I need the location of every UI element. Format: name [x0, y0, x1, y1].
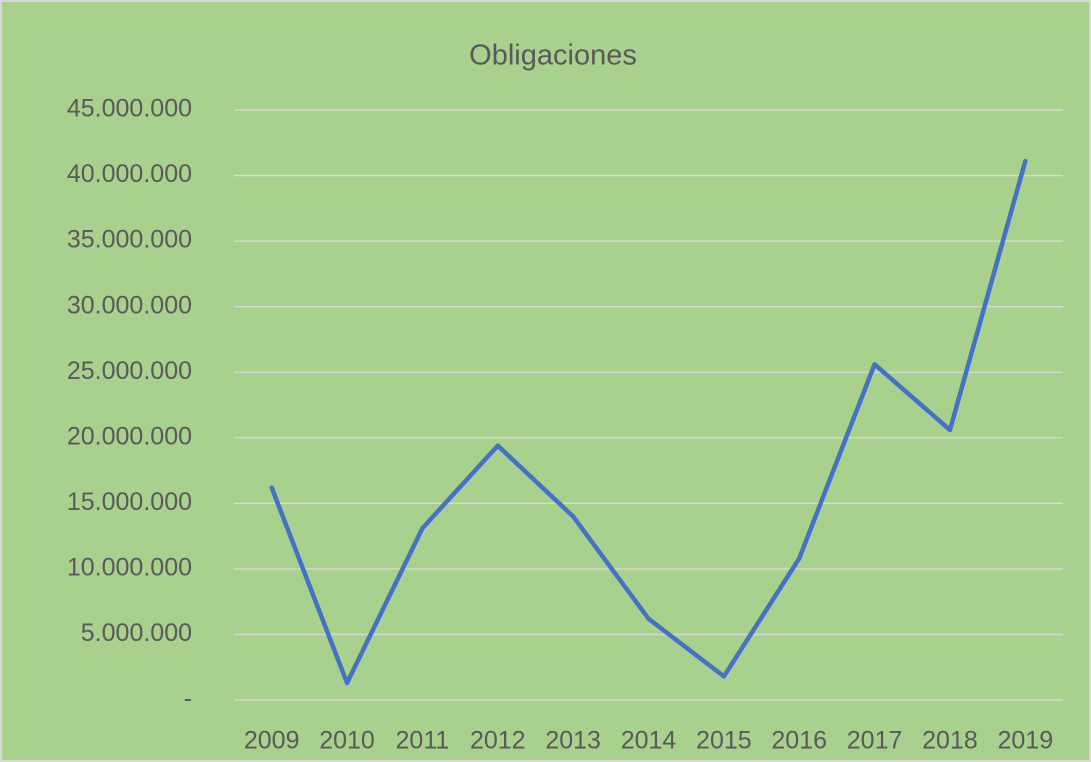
y-tick-label: 30.000.000: [67, 291, 192, 319]
x-tick-label: 2010: [319, 727, 375, 755]
y-tick-label: 45.000.000: [67, 95, 192, 123]
y-tick-label: 25.000.000: [67, 357, 192, 385]
x-tick-label: 2012: [470, 727, 526, 755]
y-tick-label: -: [184, 685, 192, 713]
x-tick-label: 2017: [847, 727, 903, 755]
y-tick-label: 20.000.000: [67, 422, 192, 450]
x-tick-label: 2009: [244, 727, 300, 755]
x-tick-label: 2019: [998, 727, 1054, 755]
x-tick-label: 2013: [545, 727, 601, 755]
x-tick-label: 2015: [696, 727, 752, 755]
y-tick-label: 35.000.000: [67, 226, 192, 254]
data-line: [269, 158, 1028, 686]
y-tick-label: 15.000.000: [67, 488, 192, 516]
x-tick-label: 2016: [771, 727, 827, 755]
y-tick-label: 10.000.000: [67, 553, 192, 581]
y-tick-label: 5.000.000: [81, 619, 192, 647]
x-tick-label: 2014: [621, 727, 677, 755]
x-tick-label: 2018: [922, 727, 978, 755]
y-tick-label: 40.000.000: [67, 160, 192, 188]
chart-title: Obligaciones: [469, 40, 637, 72]
x-tick-label: 2011: [396, 727, 450, 755]
